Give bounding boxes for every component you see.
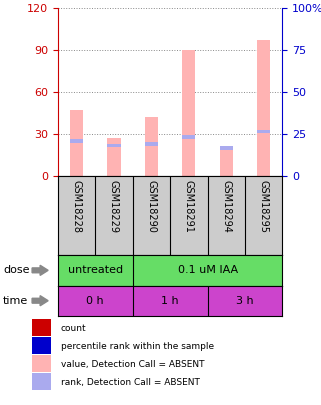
Bar bbox=[182, 50, 195, 176]
Text: dose: dose bbox=[3, 265, 30, 275]
Bar bbox=[220, 148, 233, 176]
Text: time: time bbox=[3, 296, 29, 306]
Text: GSM18291: GSM18291 bbox=[184, 180, 194, 233]
Text: count: count bbox=[61, 324, 87, 333]
Text: 3 h: 3 h bbox=[236, 296, 254, 306]
Bar bbox=[145, 142, 158, 146]
Bar bbox=[108, 144, 120, 147]
Text: 1 h: 1 h bbox=[161, 296, 179, 306]
Bar bbox=[70, 139, 83, 143]
Text: untreated: untreated bbox=[68, 265, 123, 275]
Bar bbox=[182, 135, 195, 139]
Bar bbox=[257, 40, 270, 176]
Text: GSM18228: GSM18228 bbox=[72, 180, 82, 233]
Bar bbox=[220, 147, 233, 150]
Bar bbox=[108, 139, 120, 176]
Text: GSM18290: GSM18290 bbox=[146, 180, 156, 233]
Bar bbox=[70, 110, 83, 176]
Text: 0 h: 0 h bbox=[86, 296, 104, 306]
Bar bbox=[257, 130, 270, 133]
Bar bbox=[145, 117, 158, 176]
Text: GSM18295: GSM18295 bbox=[259, 180, 269, 233]
Text: value, Detection Call = ABSENT: value, Detection Call = ABSENT bbox=[61, 360, 204, 369]
Text: rank, Detection Call = ABSENT: rank, Detection Call = ABSENT bbox=[61, 378, 200, 388]
Text: GSM18294: GSM18294 bbox=[221, 180, 231, 233]
Text: 0.1 uM IAA: 0.1 uM IAA bbox=[178, 265, 238, 275]
Text: GSM18229: GSM18229 bbox=[109, 180, 119, 233]
Text: percentile rank within the sample: percentile rank within the sample bbox=[61, 343, 214, 352]
